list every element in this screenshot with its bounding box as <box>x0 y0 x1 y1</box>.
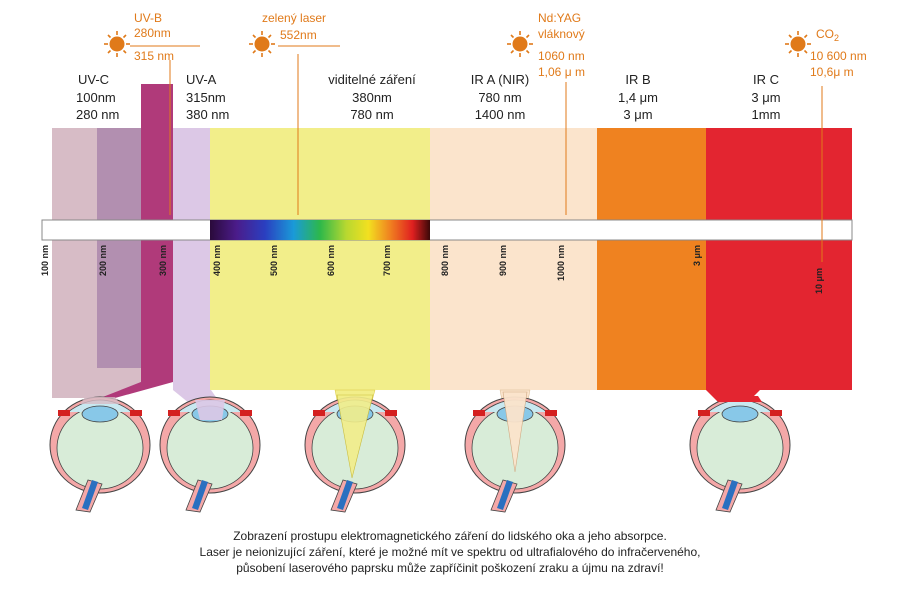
band-uva-range2: 380 nm <box>186 107 229 122</box>
laser-green-name: zelený laser <box>262 11 326 25</box>
eye-uvc <box>49 396 151 513</box>
laser-ndyag-name: Nd:YAG <box>538 11 581 25</box>
band-uvc-light <box>52 128 98 368</box>
band-ira <box>430 128 597 390</box>
band-visible-range2: 780 nm <box>350 107 393 122</box>
laser-sun-icons <box>104 31 811 57</box>
laser-uvb-line2: 315 nm <box>134 49 174 63</box>
band-uvc-range1: 100nm <box>76 90 116 105</box>
tick-label: 100 nm <box>40 245 50 276</box>
laser-co2-name-main: CO <box>816 27 834 41</box>
tick-label: 200 nm <box>98 245 108 276</box>
tick-label: 800 nm <box>440 245 450 276</box>
tick-label: 3 μm <box>692 245 702 266</box>
eye-ira <box>464 391 566 513</box>
laser-ndyag-line3: 1,06 μ m <box>538 65 585 79</box>
eye-diagrams <box>49 391 791 513</box>
spectrum-bar <box>41 219 853 241</box>
laser-labels: UV-B 280nm 315 nm zelený laser 552nm Nd:… <box>134 11 867 79</box>
band-irb-range2: 3 μm <box>623 107 652 122</box>
tick-label: 300 nm <box>158 245 168 276</box>
band-columns <box>52 84 852 476</box>
band-irb-name: IR B <box>625 72 650 87</box>
band-irc-range1: 3 μm <box>751 90 780 105</box>
laser-ndyag-line2: 1060 nm <box>538 49 585 63</box>
sun-icon <box>249 31 275 57</box>
laser-uvb-name: UV-B <box>134 11 162 25</box>
eye-visible <box>304 394 406 513</box>
laser-co2-line1: 10 600 nm <box>810 49 867 63</box>
band-irb <box>597 128 707 390</box>
visible-spectrum-gradient <box>210 220 430 240</box>
laser-co2-subscript: 2 <box>834 33 839 43</box>
caption-line-3: působení laserového paprsku může zapříči… <box>236 561 664 575</box>
tick-labels: 100 nm 200 nm 300 nm 400 nm 500 nm 600 n… <box>40 245 824 294</box>
laser-co2-name: CO2 <box>816 27 839 43</box>
band-labels: UV-C 100nm 280 nm UV-A 315nm 380 nm vidi… <box>76 72 781 122</box>
laser-pointers <box>130 45 823 262</box>
band-uvc-range2: 280 nm <box>76 107 119 122</box>
band-visible <box>210 128 430 390</box>
band-ira-range2: 1400 nm <box>475 107 526 122</box>
band-visible-name: viditelné záření <box>328 72 416 87</box>
band-irb-range1: 1,4 μm <box>618 90 658 105</box>
funnel-uvc <box>52 368 141 398</box>
laser-uvb-line1: 280nm <box>134 26 171 40</box>
laser-ndyag-line1: vláknový <box>538 27 585 41</box>
band-uva-name: UV-A <box>186 72 217 87</box>
tick-label: 400 nm <box>212 245 222 276</box>
funnel-uvb <box>100 382 173 398</box>
band-irc-range2: 1mm <box>752 107 781 122</box>
caption: Zobrazení prostupu elektromagnetického z… <box>200 529 701 575</box>
sun-icon <box>104 31 130 57</box>
laser-green-line1: 552nm <box>280 28 317 42</box>
tick-label: 1000 nm <box>556 245 566 281</box>
band-irc-name: IR C <box>753 72 779 87</box>
sun-icon <box>507 31 533 57</box>
band-uva-range1: 315nm <box>186 90 226 105</box>
laser-co2-line2: 10,6μ m <box>810 65 854 79</box>
band-ira-range1: 780 nm <box>478 90 521 105</box>
eye-uva <box>159 396 261 513</box>
band-uvc-dark <box>97 128 141 390</box>
band-uvc-name: UV-C <box>78 72 109 87</box>
tick-label: 600 nm <box>326 245 336 276</box>
eye-irc <box>689 396 791 513</box>
band-visible-range1: 380nm <box>352 90 392 105</box>
band-ira-name: IR A (NIR) <box>471 72 530 87</box>
tick-label: 500 nm <box>269 245 279 276</box>
tick-label: 10 μm <box>814 268 824 294</box>
caption-line-1: Zobrazení prostupu elektromagnetického z… <box>233 529 667 543</box>
band-uva <box>173 128 211 390</box>
band-irc <box>706 128 852 390</box>
tick-label: 700 nm <box>382 245 392 276</box>
caption-line-2: Laser je neionizující záření, které je m… <box>200 545 701 559</box>
tick-label: 900 nm <box>498 245 508 276</box>
sun-icon <box>785 31 811 57</box>
